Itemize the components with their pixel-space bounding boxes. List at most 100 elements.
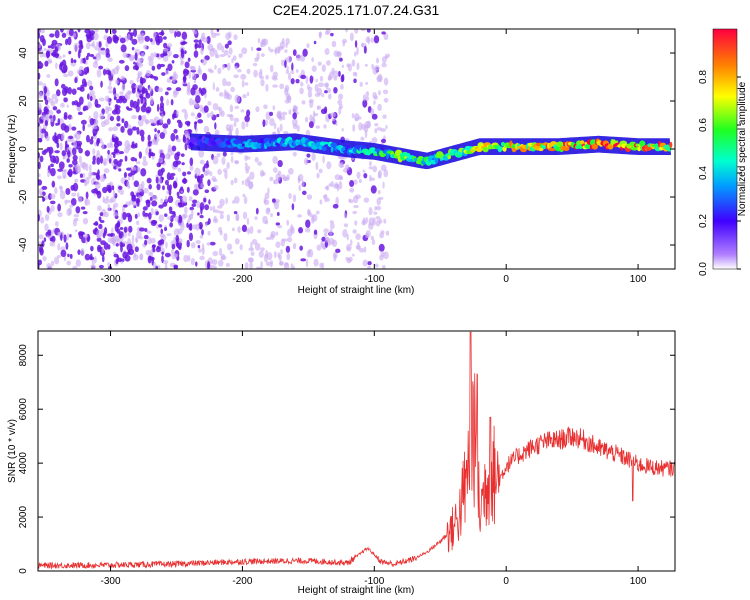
noise-dot [80, 231, 85, 235]
noise-dot [351, 59, 356, 67]
noise-dot [166, 216, 172, 220]
noise-dot [140, 104, 147, 113]
noise-dot [132, 126, 138, 131]
noise-dot [277, 159, 283, 168]
noise-dot [287, 72, 292, 81]
noise-dot [362, 99, 368, 108]
noise-dot [118, 233, 123, 239]
noise-dot [72, 32, 77, 38]
noise-dot [167, 148, 173, 153]
noise-dot [171, 59, 175, 64]
noise-dot [203, 170, 209, 176]
noise-dot [180, 49, 185, 59]
noise-dot [241, 121, 246, 130]
noise-dot [157, 129, 161, 134]
noise-dot [195, 239, 201, 244]
noise-dot [375, 57, 379, 64]
noise-dot [149, 96, 154, 105]
noise-dot [331, 117, 336, 122]
noise-dot [348, 199, 354, 204]
noise-dot [184, 141, 188, 151]
spectrogram-x-label: Height of straight line (km) [298, 285, 415, 296]
noise-dot [317, 105, 322, 110]
noise-dot [286, 219, 290, 226]
noise-dot [150, 237, 156, 244]
noise-dot [92, 160, 96, 165]
noise-dot [113, 35, 119, 44]
noise-dot [61, 32, 67, 38]
noise-dot [367, 265, 372, 269]
noise-dot [302, 190, 307, 196]
noise-dot [259, 75, 265, 80]
noise-dot [147, 237, 152, 245]
noise-dot [131, 234, 135, 244]
noise-dot [59, 142, 63, 151]
noise-dot [67, 70, 74, 77]
noise-dot [198, 248, 202, 253]
noise-dot [74, 178, 79, 183]
signal-cell [233, 139, 242, 145]
noise-dot [69, 253, 73, 259]
noise-dot [148, 184, 152, 190]
noise-dot [156, 63, 162, 70]
noise-dot [252, 62, 258, 67]
noise-dot [45, 135, 50, 142]
noise-dot [75, 165, 80, 174]
noise-dot [178, 245, 182, 251]
noise-dot [363, 197, 370, 203]
noise-dot [202, 37, 208, 43]
noise-dot [73, 42, 80, 52]
noise-dot [383, 218, 387, 224]
noise-dot [377, 103, 382, 112]
noise-dot [306, 43, 310, 49]
noise-dot [178, 121, 183, 129]
noise-dot [269, 64, 274, 73]
noise-dot [260, 79, 265, 87]
noise-dot [275, 222, 281, 226]
noise-dot [254, 242, 261, 251]
noise-dot [363, 45, 367, 54]
noise-dot [122, 52, 128, 58]
noise-dot [363, 246, 367, 253]
noise-dot [180, 41, 186, 46]
noise-dot [84, 253, 91, 261]
noise-dot [316, 172, 320, 179]
noise-dot [184, 130, 189, 137]
noise-dot [361, 219, 367, 226]
noise-dot [369, 174, 372, 182]
noise-dot [158, 31, 165, 36]
noise-dot [312, 110, 316, 118]
noise-dot [151, 65, 156, 71]
noise-dot [201, 247, 205, 256]
noise-dot [168, 206, 173, 212]
noise-dot [286, 65, 289, 71]
noise-dot [280, 248, 283, 255]
noise-dot [103, 160, 106, 166]
noise-dot [136, 126, 140, 135]
noise-dot [212, 82, 216, 91]
noise-dot [92, 40, 95, 49]
noise-dot [123, 204, 128, 208]
noise-dot [192, 199, 198, 204]
noise-dot [44, 99, 49, 106]
noise-dot [276, 127, 280, 133]
noise-dot [131, 174, 135, 181]
noise-dot [162, 185, 165, 191]
noise-dot [76, 140, 83, 147]
noise-dot [233, 34, 238, 41]
noise-dot [50, 167, 56, 177]
noise-dot [98, 216, 102, 222]
noise-dot [163, 36, 167, 40]
noise-dot [341, 128, 344, 132]
noise-dot [109, 143, 114, 149]
noise-dot [145, 92, 151, 99]
noise-dot [214, 122, 217, 130]
noise-dot [78, 155, 83, 164]
noise-dot [199, 215, 204, 219]
noise-dot [230, 155, 234, 164]
noise-dot [374, 263, 379, 268]
noise-dot [356, 171, 361, 179]
noise-dot [365, 81, 369, 85]
noise-dot [144, 228, 148, 233]
noise-dot [362, 94, 367, 102]
